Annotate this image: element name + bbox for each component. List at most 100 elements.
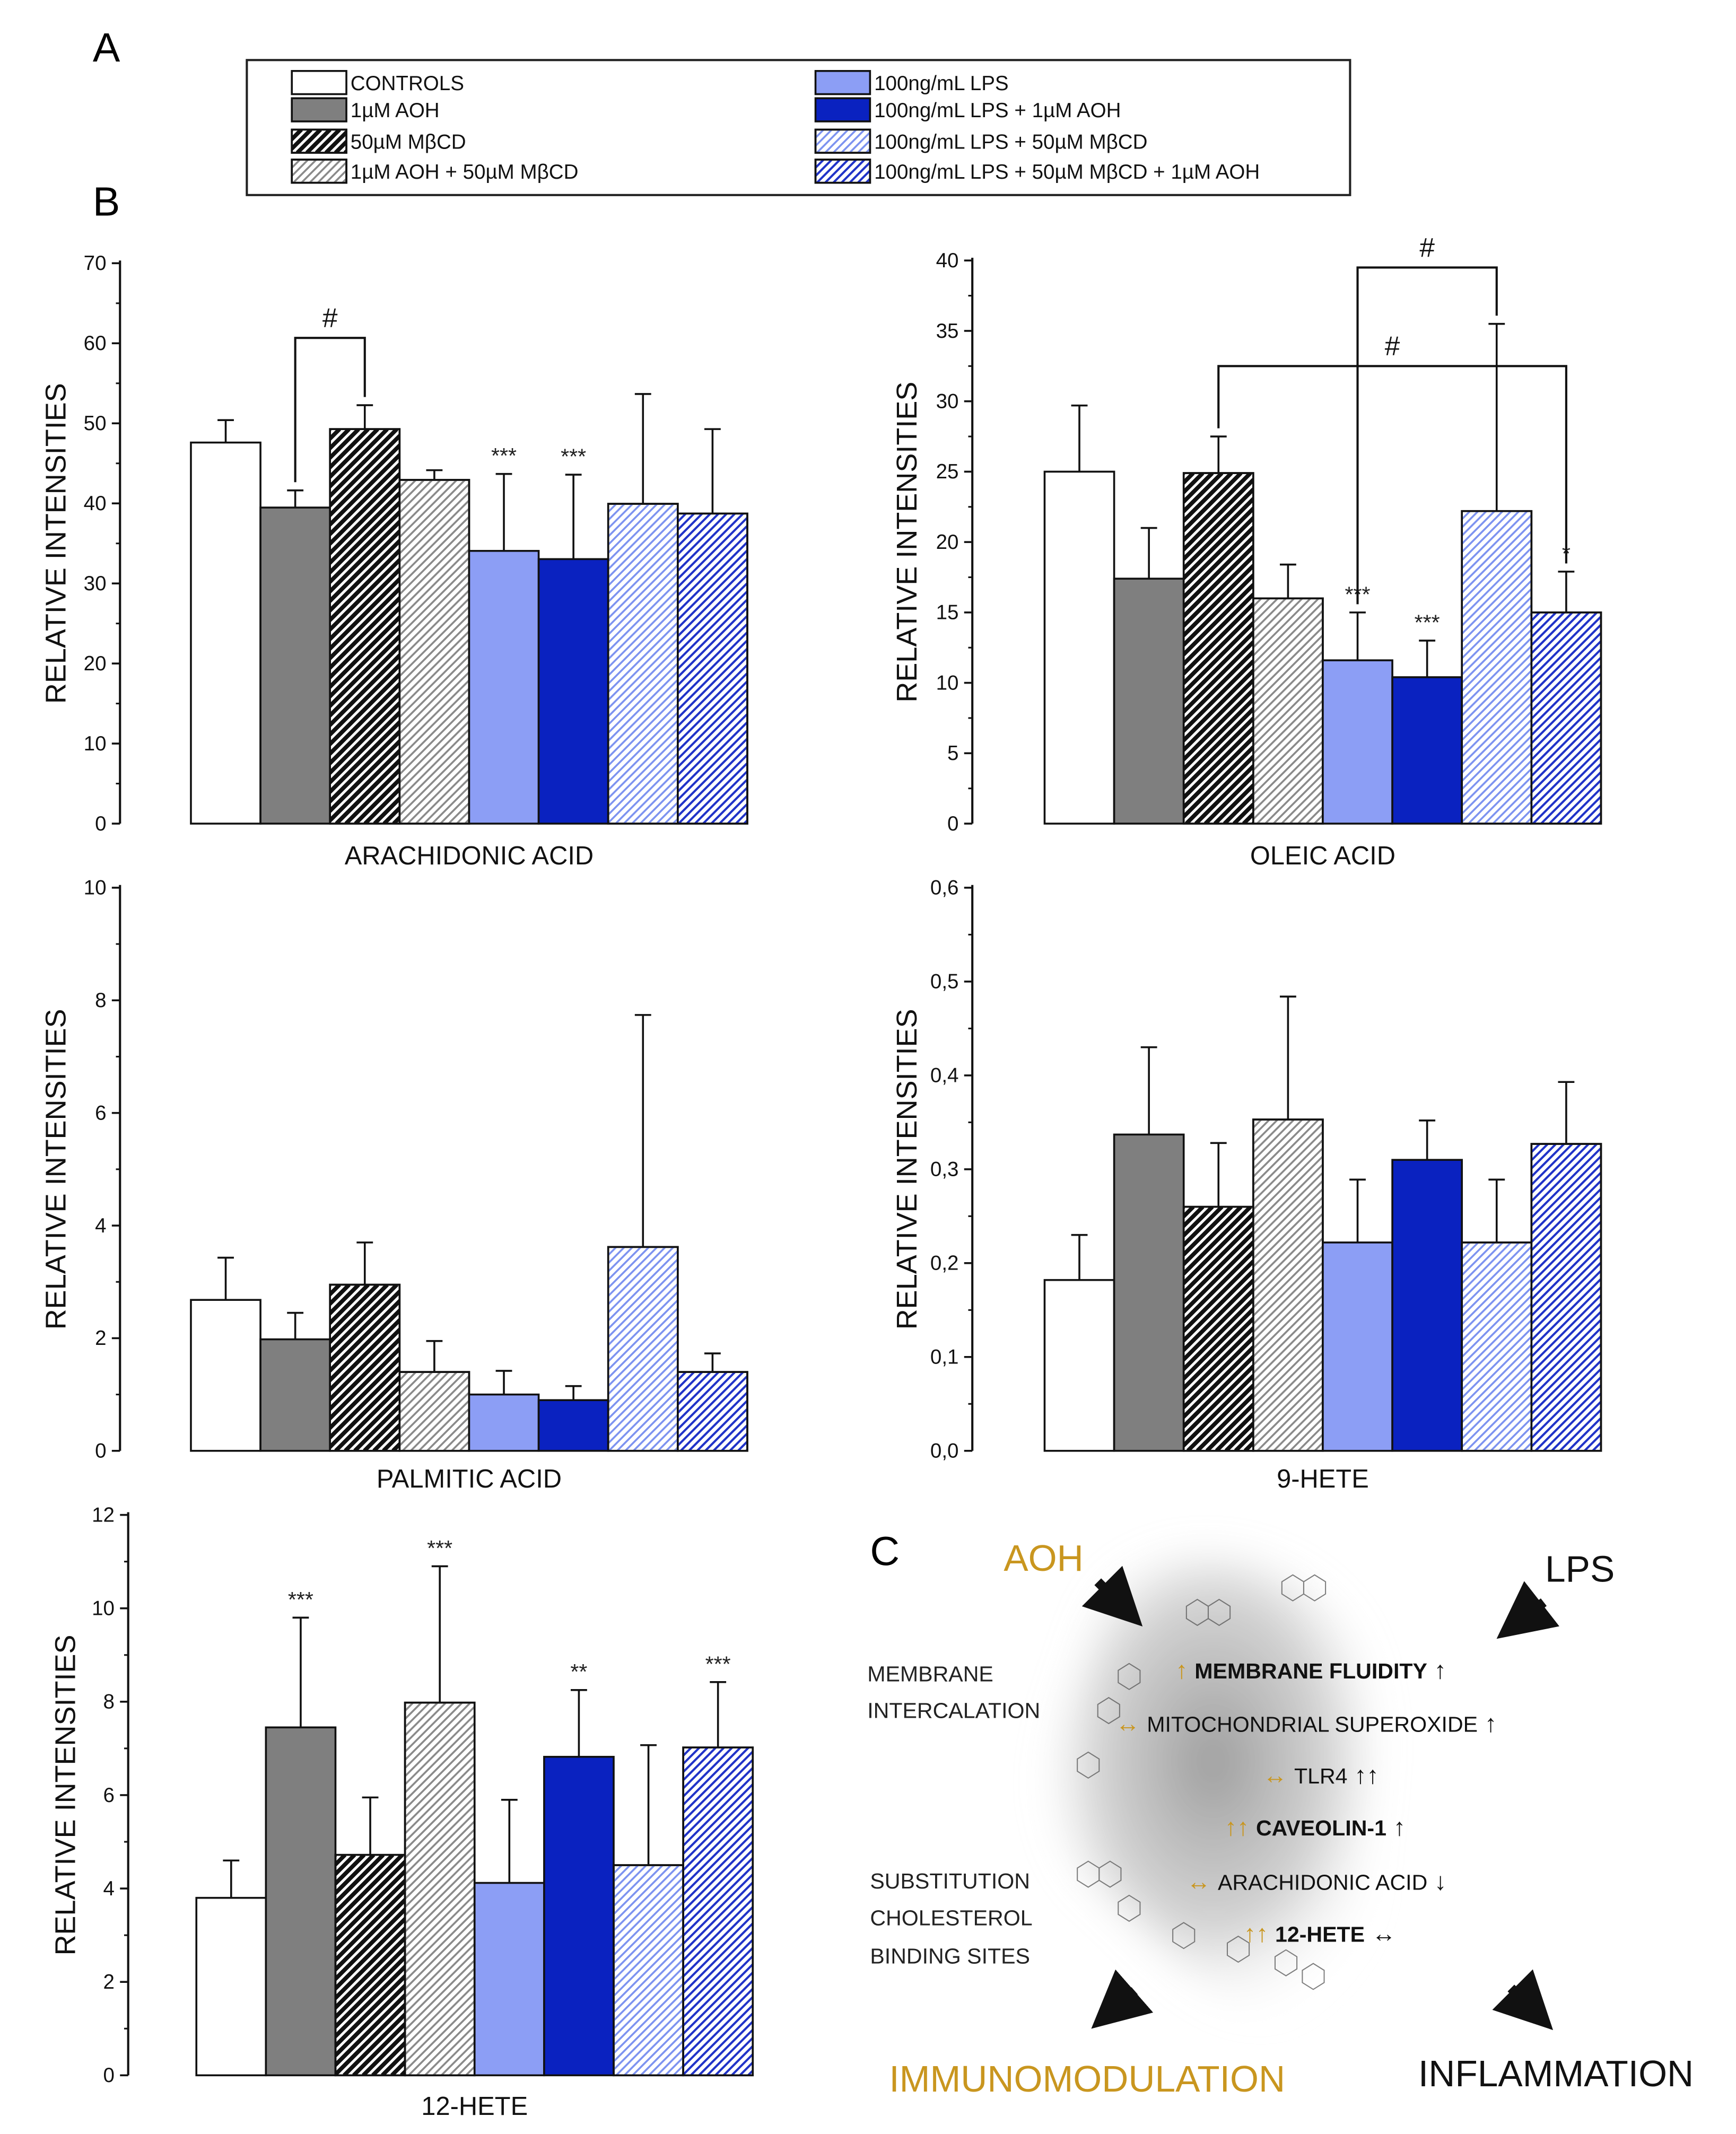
y-tick-label: 0,6 (930, 877, 959, 899)
bar (1391, 676, 1463, 825)
lps-effect-arrow: ↔ (1365, 1919, 1396, 1947)
significance-marker: *** (561, 444, 586, 469)
aoh-effect-arrow: ↔ (1263, 1761, 1294, 1789)
effect-row: ↔ TLR4 ↑↑ (1263, 1761, 1379, 1789)
bar (537, 558, 609, 825)
y-tick-label: 40 (936, 249, 959, 272)
significance-marker: *** (705, 1651, 731, 1676)
legend-label: 100ng/mL LPS + 1µM AOH (874, 99, 1121, 122)
legend-swatch (291, 97, 347, 123)
bar-hatch (330, 429, 400, 824)
y-axis-label: RELATIVE INTENSITIES (891, 382, 923, 703)
significance-bracket (1217, 365, 1567, 564)
bar (473, 1882, 545, 2077)
bar-hatch (613, 1865, 684, 2076)
significance-bracket (1356, 266, 1498, 605)
significance-marker: *** (491, 443, 517, 468)
effect-row: ↔ MITOCHONDRIAL SUPEROXIDE ↑ (1115, 1709, 1497, 1737)
bar-hatch (1183, 473, 1253, 824)
panel-label-b: B (93, 179, 120, 224)
y-tick-label: 4 (103, 1877, 115, 1900)
effects-list: ↑ MEMBRANE FLUIDITY ↑ ↔ MITOCHONDRIAL SUP… (1115, 1656, 1497, 1947)
bar (1391, 1159, 1463, 1452)
y-tick-label: 10 (92, 1597, 115, 1620)
immunomodulation-arrow-icon (1091, 1969, 1154, 2029)
legend-item: 100ng/mL LPS + 50µM MβCD (814, 128, 1147, 154)
x-axis-label: 12-HETE (421, 2092, 528, 2121)
chart-palmitic-acid: 0 2 4 6 8 10 RELATIVE INTENSITIES PALMITIC ACID (40, 877, 748, 1493)
y-tick-label: 2 (103, 1971, 115, 1993)
lps-label: LPS (1545, 1549, 1615, 1590)
significance-marker: *** (427, 1536, 452, 1560)
panel-label-c: C (870, 1529, 900, 1575)
y-tick-label: 35 (936, 320, 959, 343)
legend-item: 50µM MβCD (291, 128, 466, 154)
aoh-effect-arrow: ↑↑ (1244, 1919, 1275, 1947)
significance-marker: *** (288, 1587, 313, 1612)
effect-row: ↑ MEMBRANE FLUIDITY ↑ (1175, 1656, 1446, 1684)
effect-label: MITOCHONDRIAL SUPEROXIDE (1147, 1712, 1478, 1736)
x-axis-label: 9-HETE (1277, 1465, 1369, 1493)
y-tick-label: 70 (84, 252, 107, 275)
lps-effect-arrow: ↑ (1478, 1709, 1497, 1737)
chart-arachidonic-acid: 0 10 20 30 40 50 60 70 RELATIVE INTENSITIES *** **… (40, 252, 748, 870)
immunomodulation-label: IMMUNOMODULATION (889, 2058, 1285, 2100)
bar-hatch (608, 1247, 678, 1451)
bar-hatch (1462, 1242, 1532, 1451)
effect-label: ARACHIDONIC ACID (1218, 1870, 1427, 1895)
lps-effect-arrow: ↑ (1386, 1813, 1406, 1841)
legend-item: 1µM AOH + 50µM MβCD (291, 159, 578, 184)
bar (468, 1393, 540, 1452)
bar (1043, 1279, 1115, 1452)
y-tick-label: 30 (936, 390, 959, 413)
y-tick-label: 0 (103, 2064, 115, 2087)
bar (1113, 1133, 1185, 1452)
y-tick-label: 0 (95, 812, 106, 835)
y-tick-label: 30 (84, 572, 107, 595)
bar (259, 506, 332, 825)
x-axis-label: OLEIC ACID (1250, 842, 1395, 870)
legend-item: 100ng/mL LPS + 1µM AOH (814, 97, 1121, 123)
effect-label: TLR4 (1294, 1764, 1348, 1788)
aoh-label: AOH (1004, 1537, 1083, 1579)
lps-effect-arrow: ↑ (1427, 1656, 1446, 1684)
y-tick-label: 0,1 (930, 1346, 959, 1369)
y-tick-label: 15 (936, 601, 959, 624)
y-tick-label: 0 (95, 1440, 106, 1463)
legend-item: 1µM AOH (291, 97, 440, 123)
y-tick-label: 4 (95, 1214, 106, 1237)
molecule-structures (1077, 1574, 1327, 1990)
bar (1322, 659, 1393, 825)
effect-row: ↑↑ CAVEOLIN-1 ↑ (1225, 1813, 1406, 1841)
bar-hatch (1531, 612, 1601, 824)
y-tick-label: 10 (936, 671, 959, 694)
legend-label: 100ng/mL LPS + 50µM MβCD + 1µM AOH (874, 161, 1260, 183)
panel-label-a: A (93, 25, 120, 71)
lps-arrow-icon (1496, 1581, 1559, 1639)
y-tick-label: 25 (936, 460, 959, 483)
y-tick-label: 20 (936, 531, 959, 554)
bar (682, 1746, 754, 2077)
bar-hatch (1462, 511, 1532, 824)
aoh-effect-arrow: ↑ (1175, 1656, 1194, 1684)
effect-row: ↔ ARACHIDONIC ACID ↓ (1187, 1868, 1446, 1895)
bar (190, 441, 261, 825)
y-tick-label: 10 (84, 877, 107, 899)
bar (265, 1726, 337, 2077)
bracket-label: # (322, 302, 338, 333)
bar (537, 1399, 609, 1452)
x-axis-label: ARACHIDONIC ACID (345, 842, 594, 870)
y-tick-label: 50 (84, 412, 107, 435)
membrane-intercalation-label: MEMBRANE INTERCALATION (867, 1661, 1040, 1722)
y-axis-label: RELATIVE INTENSITIES (40, 1009, 72, 1330)
legend-label: 100ng/mL LPS + 50µM MβCD (874, 130, 1147, 153)
y-axis-label: RELATIVE INTENSITIES (40, 383, 72, 704)
significance-marker: ** (570, 1659, 587, 1684)
legend-label: 50µM MβCD (351, 130, 466, 153)
bar (1252, 1118, 1324, 1452)
bar-hatch (399, 1372, 469, 1451)
y-tick-label: 0,4 (930, 1064, 959, 1087)
effect-label: CAVEOLIN-1 (1256, 1816, 1386, 1840)
